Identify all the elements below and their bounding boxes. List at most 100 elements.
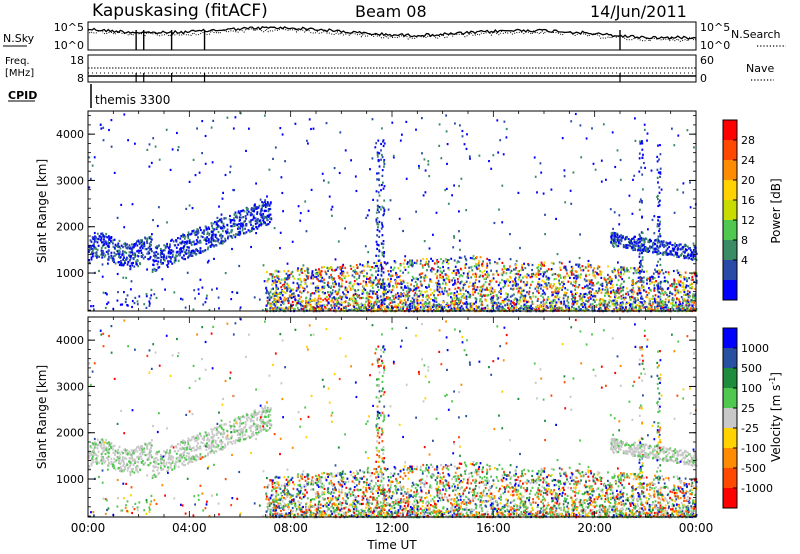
power-pixel — [268, 292, 270, 295]
power-pixel — [298, 273, 301, 276]
power-pixel — [369, 289, 372, 292]
power-pixel — [490, 298, 492, 301]
power-pixel — [275, 298, 278, 301]
power-pixel — [557, 275, 560, 278]
power-pixel — [353, 283, 356, 286]
power-pixel — [363, 305, 366, 308]
power-pixel — [242, 232, 245, 235]
power-pixel — [684, 304, 687, 307]
power-pixel — [216, 222, 218, 225]
power-pixel — [383, 210, 386, 213]
power-pixel — [474, 262, 477, 265]
power-pixel — [387, 306, 389, 309]
power-pixel — [544, 233, 546, 236]
power-pixel — [303, 305, 306, 308]
power-pixel — [347, 274, 350, 277]
power-pixel — [626, 267, 628, 270]
power-pixel — [466, 272, 469, 275]
power-pixel — [468, 285, 470, 288]
power-pixel — [319, 275, 322, 278]
power-pixel — [402, 279, 405, 282]
power-pixel — [399, 264, 402, 267]
power-pixel — [628, 308, 631, 311]
power-pixel — [167, 252, 170, 255]
power-pixel — [282, 299, 285, 302]
power-pixel — [373, 301, 376, 304]
power-pixel — [457, 270, 460, 273]
power-pixel — [320, 304, 322, 307]
power-pixel — [421, 266, 424, 269]
power-pixel — [510, 300, 513, 303]
power-pixel — [673, 144, 676, 147]
power-pixel — [101, 256, 104, 259]
power-pixel — [123, 113, 126, 116]
power-pixel — [196, 240, 199, 243]
power-pixel — [215, 244, 217, 247]
power-pixel — [659, 171, 662, 174]
power-pixel — [662, 240, 665, 243]
power-pixel — [639, 280, 641, 283]
power-pixel — [611, 283, 614, 286]
power-pixel — [374, 146, 377, 149]
power-pixel — [684, 309, 687, 312]
power-pixel — [656, 285, 659, 288]
power-pixel — [619, 290, 622, 293]
power-pixel — [337, 307, 340, 310]
power-pixel — [211, 227, 214, 230]
power-pixel — [444, 189, 447, 192]
power-pixel — [657, 198, 659, 201]
power-pixel — [554, 295, 557, 298]
power-pixel — [129, 257, 132, 260]
power-pixel — [385, 292, 388, 295]
power-pixel — [437, 303, 440, 306]
power-pixel — [651, 308, 653, 311]
power-pixel — [136, 240, 138, 243]
power-pixel — [476, 286, 479, 289]
power-pixel — [425, 296, 427, 299]
power-pixel — [104, 240, 107, 243]
power-pixel — [549, 284, 551, 287]
power-pixel — [311, 271, 314, 274]
power-pixel — [570, 273, 573, 276]
power-pixel — [172, 253, 174, 256]
power-pixel — [284, 299, 286, 302]
power-pixel — [150, 238, 153, 241]
power-pixel — [535, 275, 538, 278]
power-pixel — [339, 266, 342, 269]
power-pixel — [156, 245, 158, 248]
power-pixel — [449, 292, 452, 295]
power-pixel — [274, 281, 277, 284]
power-pixel — [450, 300, 452, 304]
power-pixel — [618, 296, 620, 299]
power-pixel — [107, 249, 110, 252]
power-pixel — [102, 241, 105, 244]
power-pixel — [391, 299, 393, 302]
power-pixel — [280, 286, 283, 289]
power-pixel — [515, 282, 518, 285]
power-pixel — [173, 261, 176, 264]
power-pixel — [381, 280, 384, 283]
power-pixel — [631, 307, 633, 310]
power-pixel — [671, 247, 674, 250]
power-pixel — [220, 233, 223, 236]
power-pixel — [184, 258, 186, 261]
power-pixel — [118, 239, 121, 242]
power-pixel — [687, 254, 689, 257]
power-pixel — [657, 260, 659, 263]
power-pixel — [295, 289, 298, 292]
power-pixel — [639, 292, 642, 295]
power-pixel — [112, 239, 115, 242]
power-pixel — [334, 258, 337, 261]
power-pixel — [649, 245, 651, 248]
power-pixel — [640, 270, 643, 273]
power-pixel — [167, 260, 169, 263]
power-pixel — [361, 264, 364, 267]
power-pixel — [168, 245, 171, 248]
power-pixel — [331, 214, 333, 217]
power-pixel — [511, 309, 514, 312]
power-pixel — [486, 264, 489, 268]
power-pixel — [425, 286, 427, 289]
power-pixel — [597, 273, 600, 276]
power-pixel — [577, 286, 580, 289]
power-pixel — [638, 238, 640, 241]
